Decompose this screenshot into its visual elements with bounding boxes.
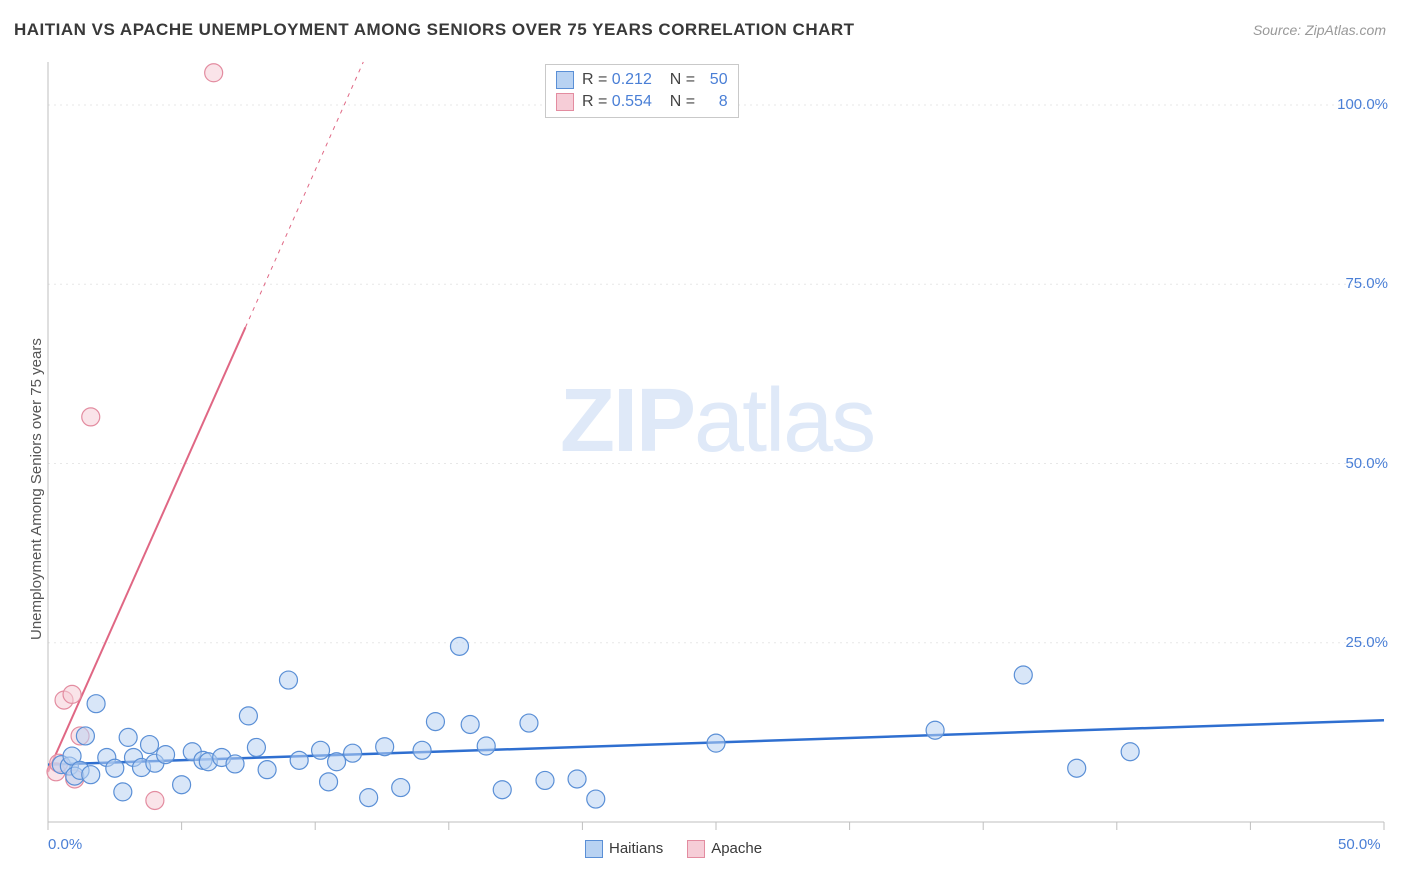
y-tick-label: 100.0% — [1337, 96, 1388, 113]
y-tick-label: 50.0% — [1345, 455, 1388, 472]
legend-label: Apache — [711, 840, 762, 857]
n-label: N = — [670, 93, 700, 110]
n-label: N = — [670, 71, 700, 88]
x-tick-label: 50.0% — [1338, 836, 1381, 853]
y-tick-label: 75.0% — [1345, 275, 1388, 292]
legend-swatch — [687, 840, 705, 858]
legend-item: Haitians — [585, 840, 663, 857]
legend-swatch — [585, 840, 603, 858]
n-value: 50 — [700, 69, 728, 91]
stats-box: R = 0.212N = 50R = 0.554N = 8 — [545, 64, 739, 118]
chart-container: HAITIAN VS APACHE UNEMPLOYMENT AMONG SEN… — [0, 0, 1406, 892]
scatter-chart — [0, 0, 1406, 892]
r-value: 0.212 — [612, 69, 670, 91]
x-tick-label: 0.0% — [48, 836, 82, 853]
series-swatch — [556, 71, 574, 89]
y-axis-label: Unemployment Among Seniors over 75 years — [28, 338, 45, 640]
series-swatch — [556, 93, 574, 111]
stats-row: R = 0.554N = 8 — [556, 91, 728, 113]
n-value: 8 — [700, 91, 728, 113]
r-label: R = — [582, 93, 612, 110]
y-tick-label: 25.0% — [1345, 634, 1388, 651]
stats-row: R = 0.212N = 50 — [556, 69, 728, 91]
bottom-legend: Haitians Apache — [585, 840, 786, 858]
r-label: R = — [582, 71, 612, 88]
legend-item: Apache — [687, 840, 762, 857]
r-value: 0.554 — [612, 91, 670, 113]
legend-label: Haitians — [609, 840, 663, 857]
